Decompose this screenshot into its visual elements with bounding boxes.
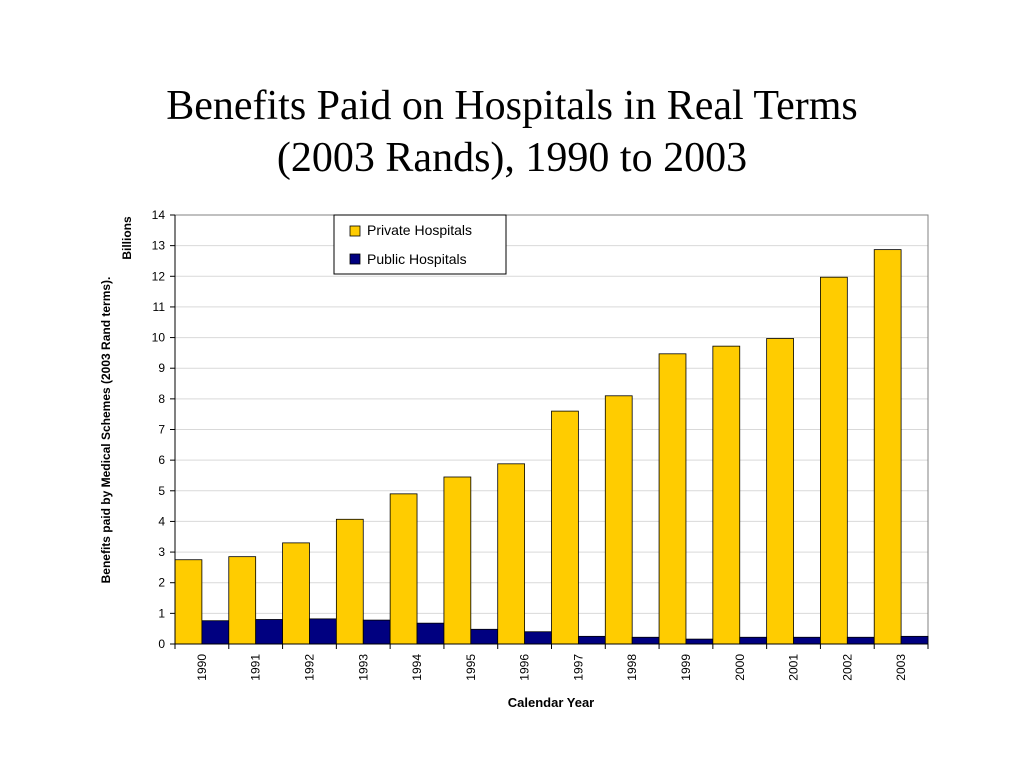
title-line-2: (2003 Rands), 1990 to 2003	[276, 135, 748, 181]
x-tick-label-1995: 1995	[464, 654, 478, 681]
legend-swatch-public-hospitals	[349, 253, 361, 265]
y-tick-label-6: 6	[158, 453, 165, 467]
bar-public-1998	[631, 636, 660, 645]
bar-private-1995	[443, 476, 472, 645]
bar-private-1996	[497, 463, 526, 645]
bar-private-1991	[228, 556, 257, 645]
bar-public-1993	[362, 619, 391, 645]
bar-public-2002	[846, 636, 875, 645]
legend-label-private-hospitals: Private Hospitals	[367, 222, 472, 238]
bar-public-2001	[793, 636, 821, 645]
y-tick-label-0: 0	[158, 637, 165, 651]
y-tick-label-10: 10	[152, 331, 166, 345]
bars	[174, 249, 929, 645]
bar-public-1997	[577, 635, 606, 645]
y-tick-label-4: 4	[158, 514, 165, 528]
x-tick-label-2000: 2000	[733, 654, 747, 681]
x-axis-label: Calendar Year	[508, 695, 594, 710]
bar-private-2000	[712, 345, 741, 645]
y-axis-unit: Billions	[120, 216, 134, 260]
bar-private-1990	[174, 559, 203, 645]
y-tick-label-11: 11	[153, 300, 166, 314]
bar-private-2002	[820, 276, 848, 645]
x-tick-label-2002: 2002	[840, 654, 854, 681]
y-tick-label-13: 13	[152, 239, 166, 253]
legend-label-public-hospitals: Public Hospitals	[367, 251, 467, 267]
bar-private-1997	[551, 410, 579, 645]
legend-swatch-private-hospitals	[349, 225, 361, 237]
y-tick-label-3: 3	[158, 545, 165, 559]
y-tick-label-1: 1	[158, 606, 165, 620]
y-axis-label: Benefits paid by Medical Schemes (2003 R…	[99, 277, 113, 584]
x-tick-label-1999: 1999	[679, 654, 693, 681]
bar-private-2001	[766, 338, 794, 645]
bar-private-2003	[873, 249, 902, 645]
x-tick-label-1997: 1997	[571, 654, 585, 681]
bar-public-1995	[470, 628, 499, 645]
legend-box	[333, 214, 507, 275]
bar-public-1994	[416, 622, 445, 645]
bar-public-2003	[900, 635, 929, 645]
y-tick-label-8: 8	[158, 392, 165, 406]
y-tick-label-12: 12	[152, 269, 166, 283]
x-tick-label-1993: 1993	[356, 654, 370, 681]
y-tick-label-2: 2	[158, 576, 165, 590]
bar-public-1990	[201, 620, 230, 645]
bar-private-1992	[282, 542, 310, 645]
slide-title: Benefits Paid on Hospitals in Real Terms…	[0, 80, 1024, 184]
y-tick-label-14: 14	[152, 208, 166, 222]
bar-public-1996	[524, 631, 552, 645]
y-tick-label-7: 7	[158, 423, 165, 437]
y-tick-label-5: 5	[158, 484, 165, 498]
bar-public-1999	[685, 638, 714, 645]
x-tick-label-1991: 1991	[249, 654, 263, 681]
x-tick-label-1996: 1996	[518, 654, 532, 681]
x-tick-label-2003: 2003	[894, 654, 908, 681]
title-line-1: Benefits Paid on Hospitals in Real Terms	[166, 83, 858, 129]
x-ticks: 1990 1991 1992 1993 1994 1995 1996 1997 1998 1999…	[174, 644, 929, 681]
x-tick-label-1994: 1994	[410, 654, 424, 681]
bar-private-1998	[604, 395, 633, 645]
bar-public-2000	[739, 636, 768, 645]
x-tick-label-2001: 2001	[787, 654, 801, 681]
bar-private-1993	[335, 518, 364, 645]
bar-private-1999	[658, 353, 687, 645]
bar-private-1994	[389, 493, 418, 645]
x-tick-label-1992: 1992	[302, 654, 316, 681]
x-tick-label-1990: 1990	[195, 654, 209, 681]
legend: Private Hospitals Public Hospitals	[333, 214, 507, 275]
x-tick-label-1998: 1998	[625, 654, 639, 681]
bar-public-1992	[309, 618, 337, 645]
bar-public-1991	[255, 619, 283, 645]
y-tick-label-9: 9	[158, 361, 165, 375]
